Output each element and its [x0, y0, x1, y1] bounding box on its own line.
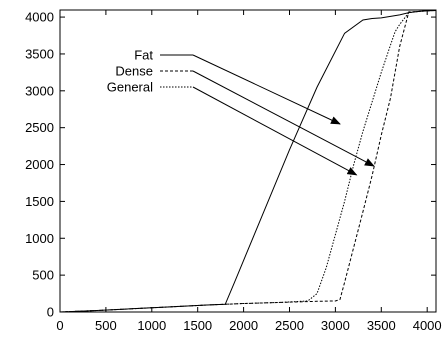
x-tick-label-2500: 2500 [275, 318, 304, 333]
arrow-general [192, 86, 358, 176]
x-tick-label-1000: 1000 [137, 318, 166, 333]
series-lines [59, 9, 437, 313]
plot-frame [59, 9, 437, 313]
y-tick-label-3000: 3000 [25, 83, 54, 98]
series-line-fat [59, 9, 437, 313]
y-tick-label-500: 500 [32, 268, 54, 283]
x-tick-label-1500: 1500 [183, 318, 212, 333]
x-tick-label-3500: 3500 [367, 318, 396, 333]
x-tick-label-0: 0 [56, 318, 63, 333]
series-line-general [59, 9, 437, 313]
legend-label-dense: Dense [115, 64, 153, 79]
y-tick-label-2000: 2000 [25, 157, 54, 172]
y-tick-label-1000: 1000 [25, 231, 54, 246]
x-tick-label-3000: 3000 [321, 318, 350, 333]
x-tick-label-500: 500 [95, 318, 117, 333]
arrow-dense [192, 70, 375, 167]
y-tick-label-1500: 1500 [25, 194, 54, 209]
legend-label-fat: Fat [134, 48, 153, 63]
arrow-fat [192, 54, 341, 125]
legend-label-general: General [107, 80, 153, 95]
y-tick-label-3500: 3500 [25, 46, 54, 61]
y-tick-label-4000: 4000 [25, 10, 54, 25]
annotation-arrows [192, 54, 375, 176]
x-tick-label-4000: 4000 [413, 318, 442, 333]
x-tick-label-2000: 2000 [229, 318, 258, 333]
series-line-dense [59, 9, 437, 313]
axis-ticks: 0 500 1000 1500 2000 2500 3000 3500 4000 0 500 1000… [25, 10, 442, 333]
y-tick-label-2500: 2500 [25, 120, 54, 135]
y-tick-label-0: 0 [47, 305, 54, 320]
